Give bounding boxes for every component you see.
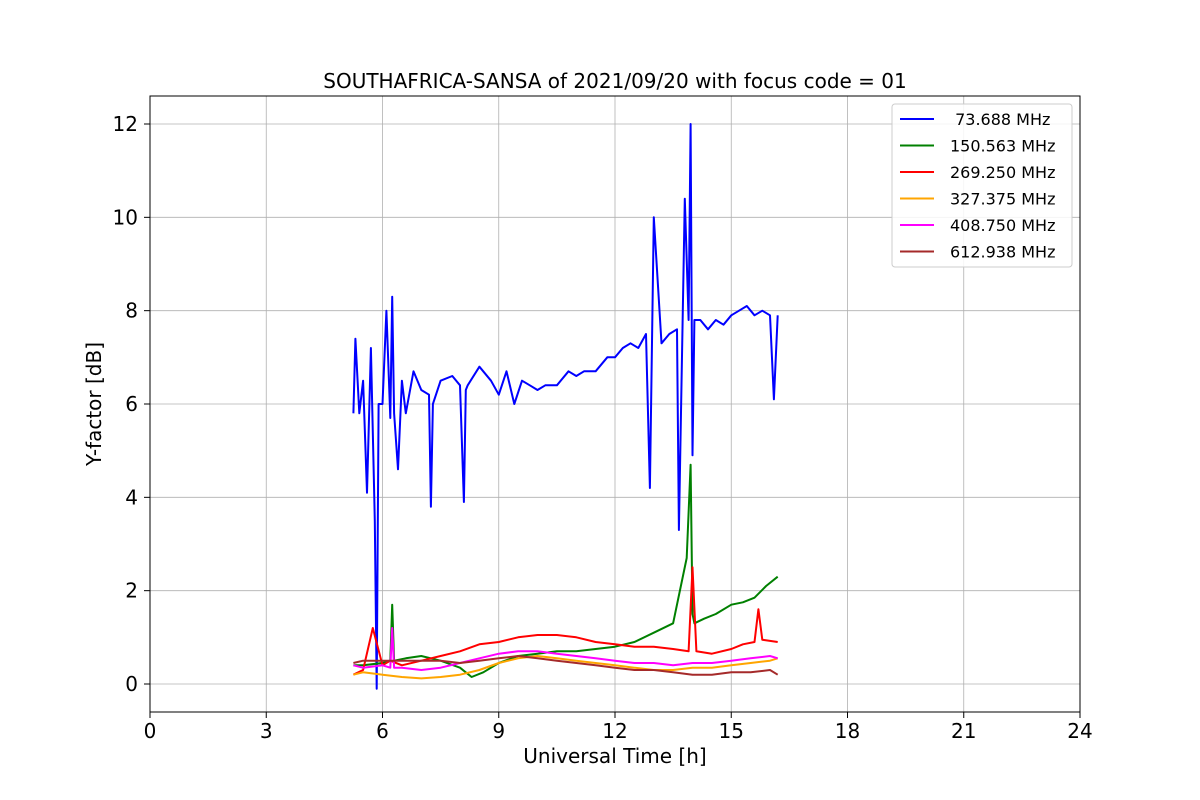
y-tick-label: 12 <box>113 112 138 136</box>
y-tick-label: 10 <box>113 205 138 229</box>
series-group <box>352 123 779 690</box>
x-tick-label: 9 <box>492 719 505 743</box>
x-tick-label: 12 <box>602 719 627 743</box>
series-line-3 <box>352 566 778 676</box>
legend-label: 73.688 MHz <box>950 110 1050 129</box>
y-tick-label: 2 <box>125 579 138 603</box>
legend: 73.688 MHz 150.563 MHz 269.250 MHz 327.375 … <box>891 103 1073 268</box>
series-line-1 <box>352 123 779 690</box>
y-axis-label: Y-factor [dB] <box>82 342 106 467</box>
x-tick-label: 24 <box>1067 719 1092 743</box>
x-tick-label: 15 <box>719 719 744 743</box>
chart-title: SOUTHAFRICA-SANSA of 2021/09/20 with foc… <box>323 69 907 93</box>
legend-label: 327.375 MHz <box>950 190 1055 209</box>
legend-label: 150.563 MHz <box>950 137 1055 156</box>
series-line-6 <box>353 655 779 676</box>
x-tick-label: 0 <box>144 719 157 743</box>
legend-label: 269.250 MHz <box>950 163 1055 182</box>
x-tick-label: 21 <box>951 719 976 743</box>
y-tick-label: 4 <box>125 485 138 509</box>
x-tick-label: 3 <box>260 719 273 743</box>
legend-label: 612.938 MHz <box>950 243 1055 262</box>
legend-box <box>891 103 1073 268</box>
y-tick-label: 8 <box>125 299 138 323</box>
y-tick-label: 0 <box>125 672 138 696</box>
y-tick-label: 6 <box>125 392 138 416</box>
series-line-5 <box>353 627 778 671</box>
x-axis-label: Universal Time [h] <box>523 744 706 768</box>
legend-label: 408.750 MHz <box>950 216 1055 235</box>
series-line-4 <box>353 655 778 680</box>
x-tick-label: 18 <box>835 719 860 743</box>
x-tick-label: 6 <box>376 719 389 743</box>
